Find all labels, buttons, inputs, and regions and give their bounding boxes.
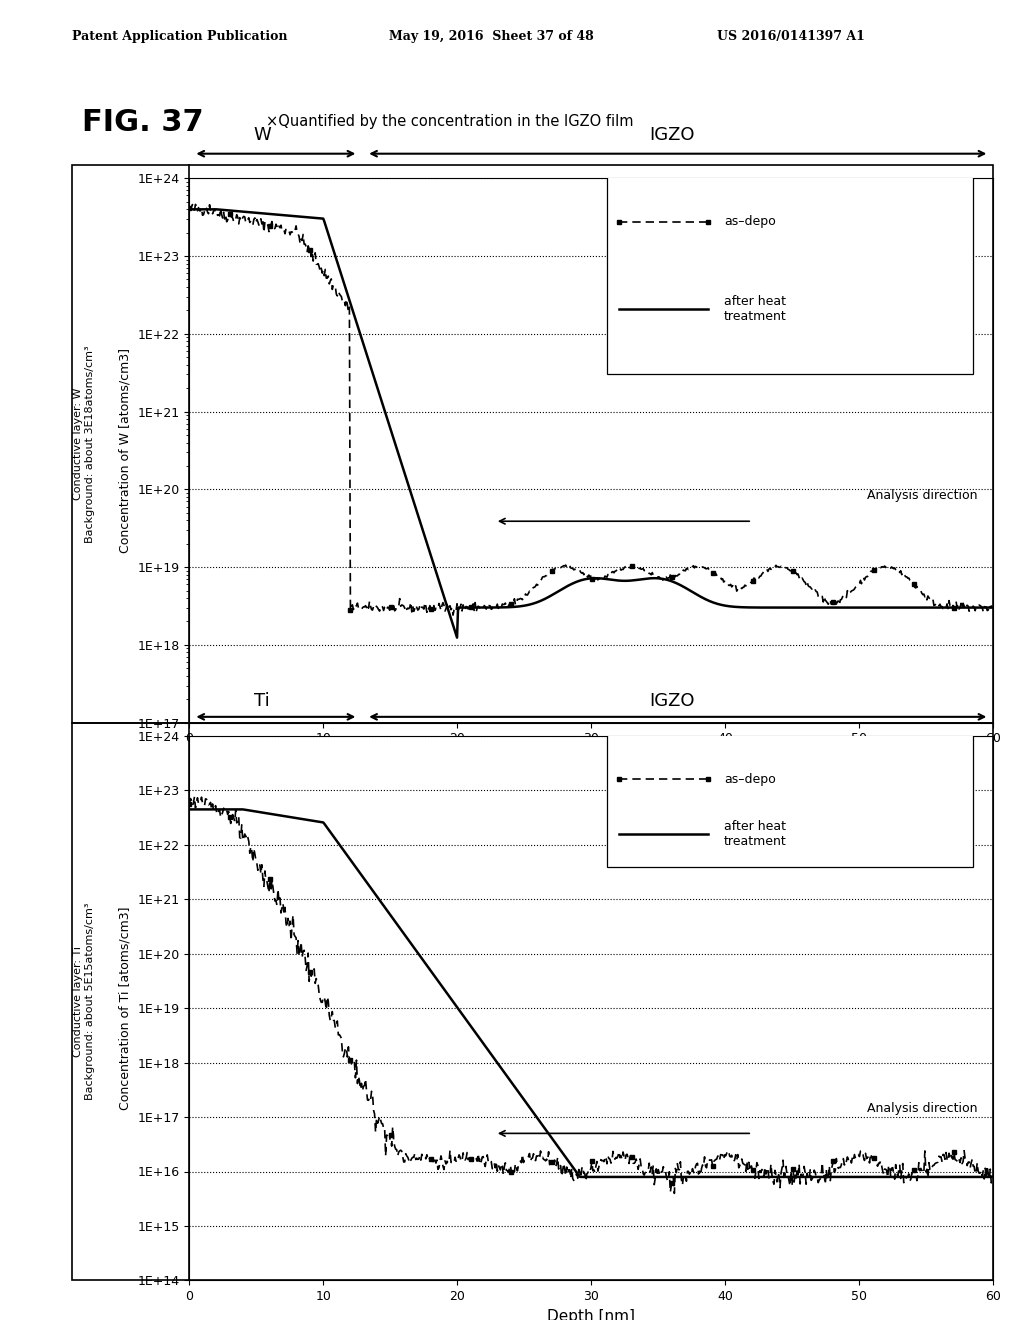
Text: ×Quantified by the concentration in the IGZO film: ×Quantified by the concentration in the … <box>266 114 634 128</box>
Text: FIG. 37: FIG. 37 <box>82 108 204 137</box>
Bar <box>607 168 973 375</box>
Text: IGZO: IGZO <box>649 692 694 710</box>
Text: Ti: Ti <box>254 692 269 710</box>
X-axis label: Depth [nm]: Depth [nm] <box>548 751 635 766</box>
Bar <box>607 725 973 866</box>
Text: Patent Application Publication: Patent Application Publication <box>72 30 287 44</box>
Text: Conductive layer: W
Background: about 3E18atoms/cm³: Conductive layer: W Background: about 3E… <box>73 345 95 543</box>
Text: Conductive layer: Ti
Background: about 5E15atoms/cm³: Conductive layer: Ti Background: about 5… <box>73 903 95 1101</box>
Text: May 19, 2016  Sheet 37 of 48: May 19, 2016 Sheet 37 of 48 <box>389 30 594 44</box>
Y-axis label: Concentration of W [atoms/cm3]: Concentration of W [atoms/cm3] <box>119 348 132 553</box>
Text: IGZO: IGZO <box>649 127 694 144</box>
Y-axis label: Concentration of Ti [atoms/cm3]: Concentration of Ti [atoms/cm3] <box>119 907 132 1110</box>
Text: as–depo: as–depo <box>724 774 776 785</box>
X-axis label: Depth [nm]: Depth [nm] <box>548 1308 635 1320</box>
Text: as–depo: as–depo <box>724 215 776 228</box>
Text: Analysis direction: Analysis direction <box>866 490 977 503</box>
Text: W: W <box>253 127 270 144</box>
Text: Analysis direction: Analysis direction <box>866 1102 977 1114</box>
Text: after heat
treatment: after heat treatment <box>724 820 786 847</box>
Text: US 2016/0141397 A1: US 2016/0141397 A1 <box>717 30 864 44</box>
Text: after heat
treatment: after heat treatment <box>724 294 786 323</box>
